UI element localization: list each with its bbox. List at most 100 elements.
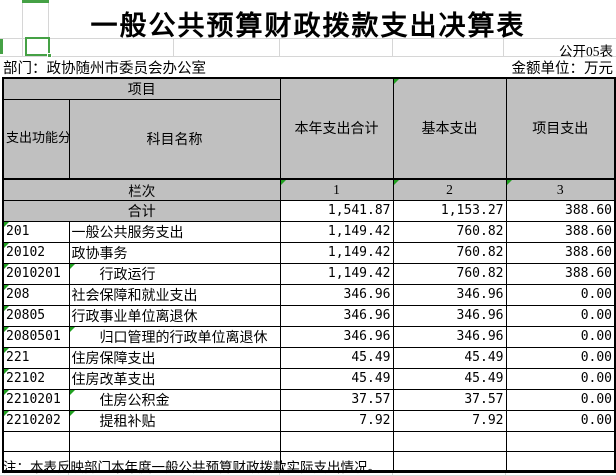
value-cell[interactable]: 45.49: [279, 346, 394, 369]
header-cell-col2[interactable]: 2: [392, 177, 507, 201]
value-cell[interactable]: [392, 450, 507, 472]
subject-name-text: 住房公积金: [71, 393, 170, 409]
value-cell[interactable]: 37.57: [392, 388, 507, 411]
header-cell-code[interactable]: 支出功能分类科目编码: [2, 99, 70, 179]
value-cell[interactable]: 760.82: [392, 220, 507, 243]
value-cell[interactable]: 346.96: [392, 325, 507, 348]
code-cell[interactable]: 2210201: [2, 388, 70, 411]
gridline: [48, 0, 49, 56]
sheet-tag: 公开05表: [559, 44, 613, 59]
value-cell[interactable]: 346.96: [279, 325, 394, 348]
value-cell[interactable]: 346.96: [279, 304, 394, 327]
fill-handle[interactable]: [47, 53, 52, 58]
code-cell[interactable]: 20805: [2, 304, 70, 327]
value-cell[interactable]: 760.82: [392, 241, 507, 264]
error-indicator-icon: [4, 285, 9, 290]
value-cell[interactable]: 7.92: [392, 409, 507, 432]
value-cell[interactable]: 45.49: [392, 346, 507, 369]
code-cell[interactable]: 2210202: [2, 409, 70, 432]
value-cell[interactable]: 0.00: [505, 325, 616, 348]
subject-name-cell[interactable]: 行政运行: [68, 262, 281, 285]
error-indicator-icon: [507, 180, 512, 185]
code-cell[interactable]: 2010201: [2, 262, 70, 285]
value-cell[interactable]: 0.00: [505, 409, 616, 432]
error-indicator-icon: [4, 348, 9, 353]
value-cell[interactable]: 388.60: [505, 220, 616, 243]
value-cell[interactable]: 346.96: [279, 283, 394, 306]
error-indicator-icon: [4, 327, 9, 332]
code-text: 2010201: [6, 266, 61, 281]
value-cell[interactable]: 346.96: [392, 304, 507, 327]
code-cell[interactable]: [2, 430, 70, 452]
value-cell[interactable]: 1,149.42: [279, 262, 394, 285]
value-cell[interactable]: 388.60: [505, 241, 616, 264]
empty-row: [2, 430, 616, 452]
code-cell[interactable]: 22102: [2, 367, 70, 390]
header-cell-col1[interactable]: 1: [279, 177, 394, 201]
value-cell[interactable]: 0.00: [505, 367, 616, 390]
subject-name-cell[interactable]: 提租补贴: [68, 409, 281, 432]
value-cell[interactable]: 1,149.42: [279, 241, 394, 264]
code-cell[interactable]: 20102: [2, 241, 70, 264]
subject-name-cell[interactable]: 住房改革支出: [68, 367, 281, 390]
code-cell[interactable]: 201: [2, 220, 70, 243]
value-cell[interactable]: [505, 450, 616, 472]
error-indicator-icon: [70, 264, 75, 269]
value-cell[interactable]: [392, 430, 507, 452]
header-cell-subject-name[interactable]: 科目名称: [68, 99, 281, 179]
header-cell-year-total[interactable]: 本年支出合计: [279, 77, 394, 179]
subject-name-cell[interactable]: [68, 430, 281, 452]
subject-name-cell[interactable]: 社会保障和就业支出: [68, 283, 281, 306]
table-row: 20102 政协事务 1,149.42 760.82 388.60: [2, 241, 616, 264]
active-cell-selection[interactable]: [25, 37, 52, 58]
header-cell-project-exp[interactable]: 项目支出: [505, 77, 616, 179]
budget-table: 项目 本年支出合计 基本支出 项目支出 支出功能分类科目编码 科目名称 栏次 1…: [2, 77, 616, 473]
error-indicator-icon: [4, 222, 9, 227]
total-value-cell[interactable]: 1,541.87: [279, 199, 394, 222]
subject-name-cell[interactable]: 归口管理的行政单位离退休: [68, 325, 281, 348]
header-cell-basic[interactable]: 基本支出: [392, 77, 507, 179]
code-cell[interactable]: 2080501: [2, 325, 70, 348]
value-cell[interactable]: 388.60: [505, 262, 616, 285]
value-cell[interactable]: [505, 430, 616, 452]
code-text: 221: [6, 350, 30, 365]
value-cell[interactable]: [279, 450, 394, 472]
value-cell[interactable]: 0.00: [505, 304, 616, 327]
error-indicator-icon: [4, 243, 9, 248]
value-cell[interactable]: [279, 430, 394, 452]
col2-label: 2: [446, 181, 453, 197]
subject-name-cell[interactable]: 一般公共服务支出: [68, 220, 281, 243]
gridline: [503, 38, 504, 56]
total-value-cell[interactable]: 388.60: [505, 199, 616, 222]
subject-name-cell[interactable]: 住房公积金: [68, 388, 281, 411]
subject-name-cell[interactable]: 行政事业单位离退休: [68, 304, 281, 327]
error-indicator-icon: [70, 390, 75, 395]
subject-name-text: 提租补贴: [71, 414, 156, 430]
header-cell-col3[interactable]: 3: [505, 177, 616, 201]
value-cell[interactable]: 37.57: [279, 388, 394, 411]
total-label-cell[interactable]: 合计: [2, 199, 281, 222]
code-text: 201: [6, 224, 30, 239]
total-value-cell[interactable]: 1,153.27: [392, 199, 507, 222]
code-cell[interactable]: 221: [2, 346, 70, 369]
value-cell[interactable]: 7.92: [279, 409, 394, 432]
subject-name-cell[interactable]: 住房保障支出: [68, 346, 281, 369]
error-indicator-icon: [70, 411, 75, 416]
value-cell[interactable]: 346.96: [392, 283, 507, 306]
value-cell[interactable]: 45.49: [279, 367, 394, 390]
error-indicator-icon: [394, 180, 399, 185]
value-cell[interactable]: 0.00: [505, 283, 616, 306]
value-cell[interactable]: 760.82: [392, 262, 507, 285]
code-cell[interactable]: [2, 450, 70, 472]
subject-name-cell[interactable]: [68, 450, 281, 472]
value-cell[interactable]: 45.49: [392, 367, 507, 390]
col1-label: 1: [333, 181, 340, 197]
header-cell-lanci[interactable]: 栏次: [2, 177, 281, 201]
subject-name-cell[interactable]: 政协事务: [68, 241, 281, 264]
value-cell[interactable]: 0.00: [505, 388, 616, 411]
error-indicator-icon: [281, 180, 286, 185]
code-cell[interactable]: 208: [2, 283, 70, 306]
value-cell[interactable]: 1,149.42: [279, 220, 394, 243]
header-cell-project[interactable]: 项目: [2, 77, 281, 100]
value-cell[interactable]: 0.00: [505, 346, 616, 369]
